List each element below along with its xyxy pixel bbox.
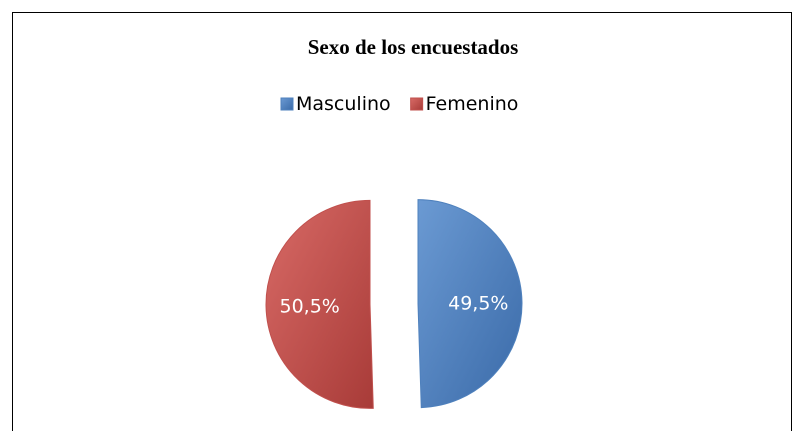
- legend-label: Femenino: [426, 93, 519, 115]
- pie-slice: [417, 199, 523, 409]
- legend: Masculino Femenino: [280, 93, 519, 115]
- chart-frame: [12, 12, 792, 431]
- legend-label: Masculino: [296, 93, 391, 115]
- value-label: 49,5%: [448, 293, 508, 315]
- pie: 49,5% 50,5%: [265, 199, 523, 409]
- legend-swatch: [280, 97, 294, 111]
- legend-swatch: [410, 97, 424, 111]
- chart-title: Sexo de los encuestados: [308, 35, 519, 59]
- value-label: 50,5%: [280, 295, 340, 317]
- pie-slice: [265, 199, 374, 409]
